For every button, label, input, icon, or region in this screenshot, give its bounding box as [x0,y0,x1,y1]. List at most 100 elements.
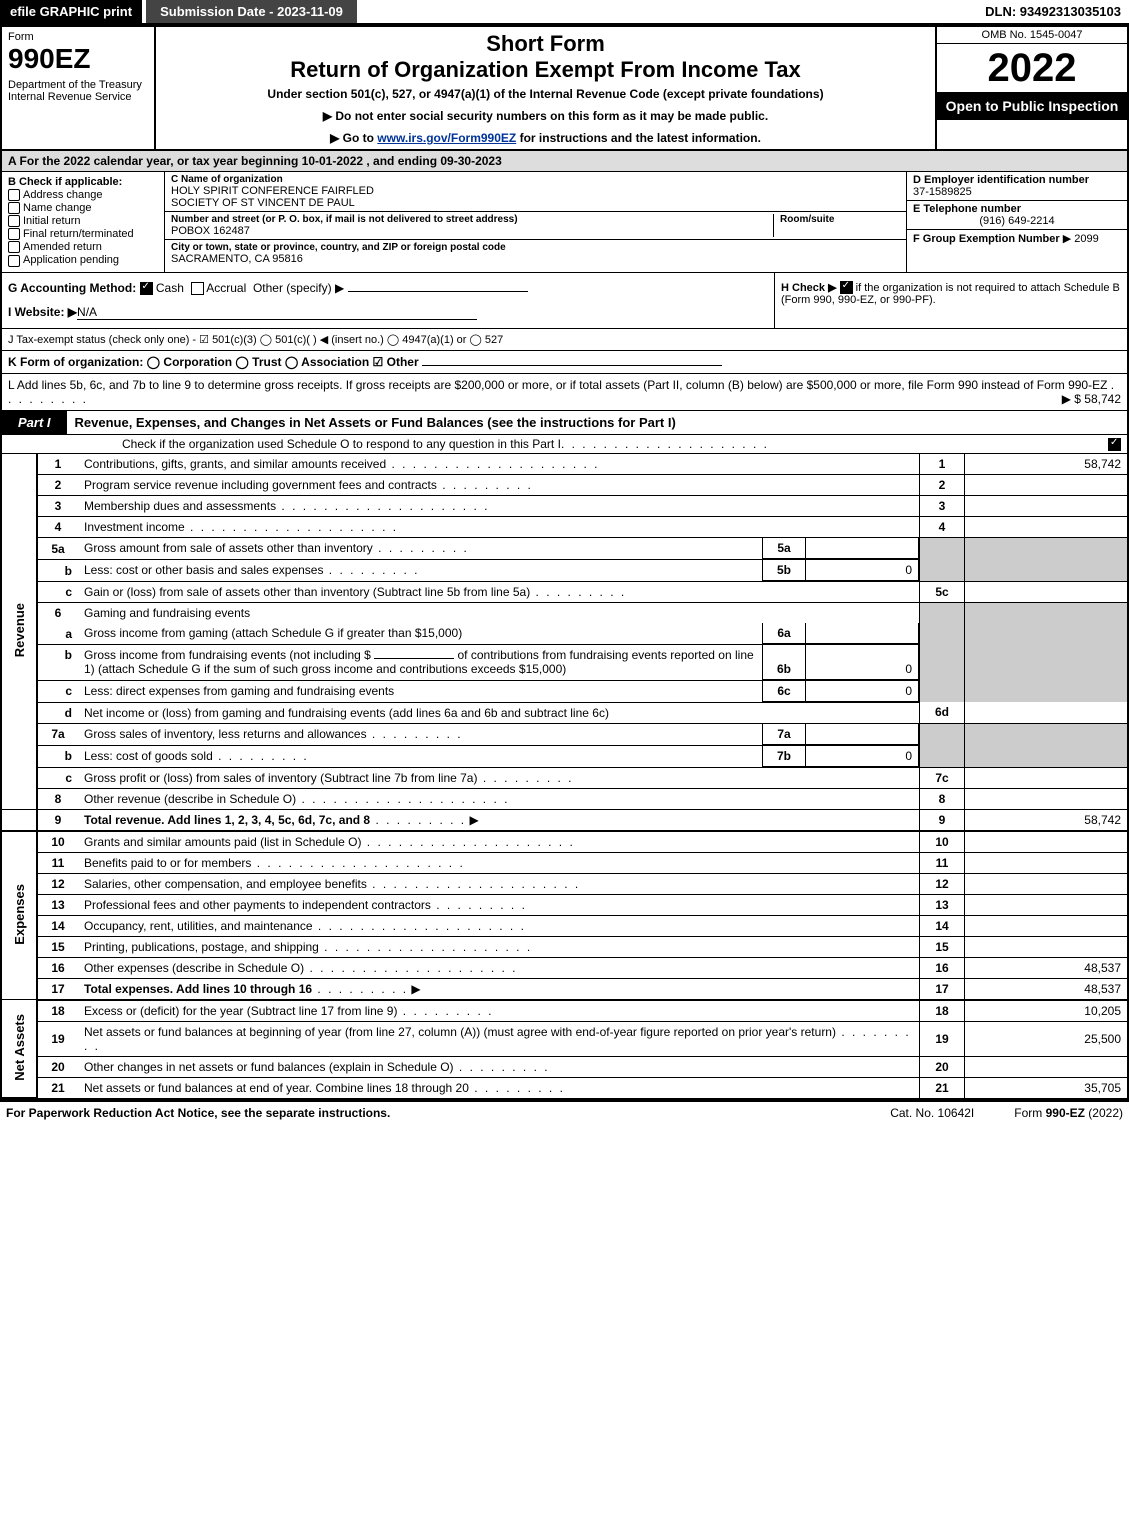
amt17: 48,537 [965,978,1128,1000]
d19: Net assets or fund balances at beginning… [84,1025,836,1039]
side-expenses: Expenses [2,831,37,1000]
side-revenue: Revenue [2,454,37,809]
org-name: HOLY SPIRIT CONFERENCE FAIRFLED SOCIETY … [171,185,900,209]
v6c: 0 [806,681,919,702]
city: SACRAMENTO, CA 95816 [171,253,900,265]
line-h: H Check ▶ if the organization is not req… [774,273,1127,328]
d6b: Gross income from fundraising events (no… [84,648,371,662]
chk-final-return[interactable] [8,228,20,240]
top-bar: efile GRAPHIC print Submission Date - 20… [0,0,1129,25]
irs-link[interactable]: www.irs.gov/Form990EZ [377,131,516,145]
d18: Excess or (deficit) for the year (Subtra… [84,1004,397,1018]
part1-sub: Check if the organization used Schedule … [2,435,1127,454]
d8: Other revenue (describe in Schedule O) [84,792,296,806]
l-amt: ▶ $ 58,742 [1062,392,1121,406]
form-id-cell: Form 990EZ Department of the Treasury In… [2,27,156,149]
v7a [806,724,919,745]
amt3 [965,496,1128,517]
chk-name-change[interactable] [8,202,20,214]
v7b: 0 [806,746,919,767]
submission-date: Submission Date - 2023-11-09 [146,0,357,23]
amt21: 35,705 [965,1077,1128,1098]
section-bcd: B Check if applicable: Address change Na… [2,172,1127,273]
chk-amended[interactable] [8,241,20,253]
goto-pre: ▶ Go to [330,131,377,145]
d7c: Gross profit or (loss) from sales of inv… [84,771,477,785]
k-blank [422,365,722,366]
line-j: J Tax-exempt status (check only one) - ☑… [2,329,1127,351]
goto-post: for instructions and the latest informat… [516,131,761,145]
d9: Total revenue. Add lines 1, 2, 3, 4, 5c,… [84,813,370,827]
chk-accrual[interactable] [191,282,204,295]
ein: 37-1589825 [913,186,1121,198]
amt6d [965,702,1128,723]
c-name-lbl: C Name of organization [171,174,900,185]
d6: Gaming and fundraising events [84,606,250,620]
grp-lbl: F Group Exemption Number [913,233,1060,245]
k-text: K Form of organization: ◯ Corporation ◯ … [8,355,419,369]
d15: Printing, publications, postage, and shi… [84,940,319,954]
efile-print-label[interactable]: efile GRAPHIC print [0,0,142,23]
form-label: Form [8,31,148,43]
col-b: B Check if applicable: Address change Na… [2,172,165,272]
chk-h[interactable] [840,281,853,294]
g-other-blank[interactable] [348,291,528,292]
b-item-1: Name change [23,202,92,214]
amt10 [965,831,1128,853]
ein-lbl: D Employer identification number [913,174,1121,186]
side-netassets: Net Assets [2,1000,37,1098]
i-lbl: I Website: ▶ [8,305,77,319]
under-section: Under section 501(c), 527, or 4947(a)(1)… [162,87,929,101]
short-form-title: Short Form [162,31,929,57]
d11: Benefits paid to or for members [84,856,251,870]
chk-initial-return[interactable] [8,215,20,227]
tel-lbl: E Telephone number [913,203,1121,215]
website-val: N/A [77,305,477,320]
b-item-5: Application pending [23,254,119,266]
d2: Program service revenue including govern… [84,478,437,492]
b-item-4: Amended return [23,241,102,253]
form-container: Form 990EZ Department of the Treasury In… [0,25,1129,1100]
chk-cash[interactable] [140,282,153,295]
tax-year: 2022 [937,44,1127,92]
v6b: 0 [806,645,919,679]
omb-number: OMB No. 1545-0047 [937,27,1127,44]
goto-link-line: ▶ Go to www.irs.gov/Form990EZ for instru… [162,131,929,145]
g-cash: Cash [156,281,184,295]
c-city-lbl: City or town, state or province, country… [171,242,900,253]
col-d: D Employer identification number 37-1589… [906,172,1127,272]
amt2 [965,475,1128,496]
amt1: 58,742 [965,454,1128,475]
open-public: Open to Public Inspection [937,92,1127,120]
d6c: Less: direct expenses from gaming and fu… [84,684,394,698]
g-other: Other (specify) ▶ [253,281,344,295]
b-item-3: Final return/terminated [23,228,134,240]
d7b: Less: cost of goods sold [84,749,213,763]
g-lbl: G Accounting Method: [8,281,136,295]
g-accr: Accrual [206,281,246,295]
n1: 1 [37,454,78,475]
dln: DLN: 93492313035103 [977,0,1129,23]
lines-table: Revenue 1 Contributions, gifts, grants, … [2,454,1127,1098]
room-lbl: Room/suite [780,214,900,225]
chk-address-change[interactable] [8,189,20,201]
l-txt: L Add lines 5b, 6c, and 7b to line 9 to … [8,378,1107,392]
chk-schedule-o[interactable] [1108,438,1121,451]
b-header: B Check if applicable: [8,176,158,188]
ssn-warning: ▶ Do not enter social security numbers o… [162,109,929,123]
d21: Net assets or fund balances at end of ye… [84,1081,469,1095]
d13: Professional fees and other payments to … [84,898,431,912]
amt8 [965,788,1128,809]
d6a: Gross income from gaming (attach Schedul… [84,626,462,640]
d3: Membership dues and assessments [84,499,276,513]
line-k: K Form of organization: ◯ Corporation ◯ … [2,351,1127,374]
d1: Contributions, gifts, grants, and simila… [84,457,386,471]
line-a: A For the 2022 calendar year, or tax yea… [2,151,1127,172]
chk-app-pending[interactable] [8,255,20,267]
amt18: 10,205 [965,1000,1128,1022]
d16: Other expenses (describe in Schedule O) [84,961,304,975]
right-header: OMB No. 1545-0047 2022 Open to Public In… [935,27,1127,149]
footer-right: Form 990-EZ (2022) [1014,1106,1123,1120]
amt16: 48,537 [965,957,1128,978]
title-cell: Short Form Return of Organization Exempt… [156,27,935,149]
